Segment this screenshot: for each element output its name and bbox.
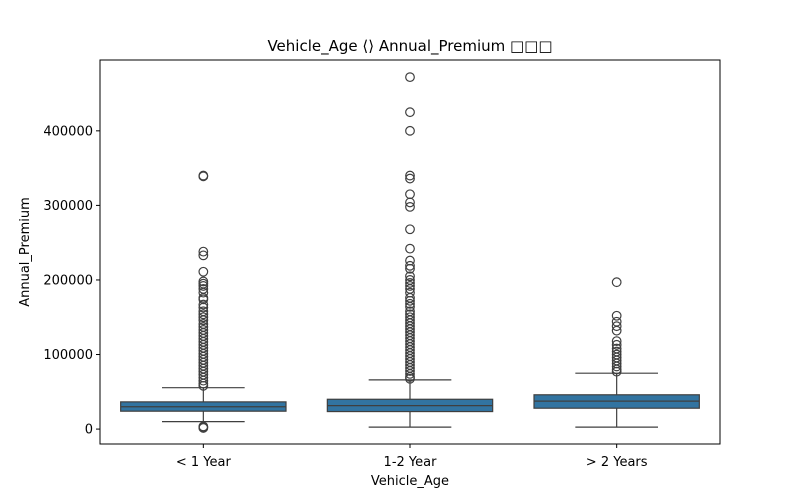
- outlier-point: [198, 171, 209, 182]
- x-tick-label: > 2 Years: [586, 455, 648, 470]
- outlier-point: [198, 287, 209, 298]
- outlier-point: [405, 298, 415, 309]
- x-tick-label: 1-2 Year: [384, 455, 438, 470]
- outlier-point: [405, 201, 415, 212]
- y-tick-label: 200000: [43, 273, 93, 288]
- y-tick-label: 0: [85, 423, 93, 438]
- outlier-point: [405, 107, 415, 118]
- outlier-point: [405, 197, 415, 208]
- outlier-point: [405, 125, 415, 136]
- outlier-point: [405, 173, 415, 184]
- outlier-point: [405, 369, 415, 379]
- plot-area: [120, 72, 700, 433]
- outlier-point: [611, 325, 622, 336]
- outlier-point: [611, 310, 622, 321]
- outlier-point: [611, 366, 622, 377]
- outlier-point: [405, 170, 415, 181]
- y-tick-label: 100000: [43, 348, 93, 363]
- box-group: [120, 170, 287, 433]
- outlier-point: [198, 281, 209, 291]
- outlier-point: [611, 361, 622, 372]
- outlier-point: [198, 423, 209, 433]
- outlier-point: [198, 380, 209, 391]
- outlier-point: [405, 373, 415, 384]
- x-tick-label: < 1 Year: [176, 455, 232, 470]
- chart-title: Vehicle_Age ⟨⟩ Annual_Premium □□□: [267, 37, 552, 56]
- outlier-point: [405, 189, 415, 200]
- outlier-point: [198, 246, 209, 257]
- outlier-point: [198, 312, 209, 323]
- outlier-point: [198, 302, 209, 313]
- outlier-point: [611, 277, 622, 288]
- outlier-point: [611, 339, 622, 350]
- outlier-point: [405, 366, 415, 376]
- outlier-point: [405, 72, 415, 83]
- box-group: [326, 72, 494, 428]
- outlier-point: [198, 315, 209, 326]
- y-axis-label: Annual_Premium: [18, 197, 33, 307]
- outlier-point: [198, 299, 209, 310]
- outlier-point: [405, 278, 415, 288]
- box-group: [533, 277, 700, 428]
- y-tick-label: 300000: [43, 199, 93, 214]
- y-axis: 0 100000 200000 300000 400000: [43, 124, 100, 438]
- outlier-point: [198, 266, 209, 277]
- outlier-point: [405, 260, 415, 271]
- outlier-point: [405, 271, 415, 282]
- outlier-point: [611, 321, 622, 332]
- outlier-point: [405, 243, 415, 254]
- outlier-point: [405, 301, 415, 312]
- outlier-point: [198, 375, 209, 386]
- outlier-point: [405, 263, 415, 274]
- outlier-point: [198, 250, 209, 261]
- x-axis-label: Vehicle_Age: [371, 474, 449, 489]
- x-axis: < 1 Year 1-2 Year > 2 Years: [176, 444, 648, 470]
- outlier-point: [611, 336, 622, 347]
- outlier-point: [405, 295, 415, 306]
- y-tick-label: 400000: [43, 124, 93, 139]
- outlier-point: [405, 224, 415, 235]
- outlier-point: [198, 309, 209, 320]
- outlier-point: [405, 281, 415, 291]
